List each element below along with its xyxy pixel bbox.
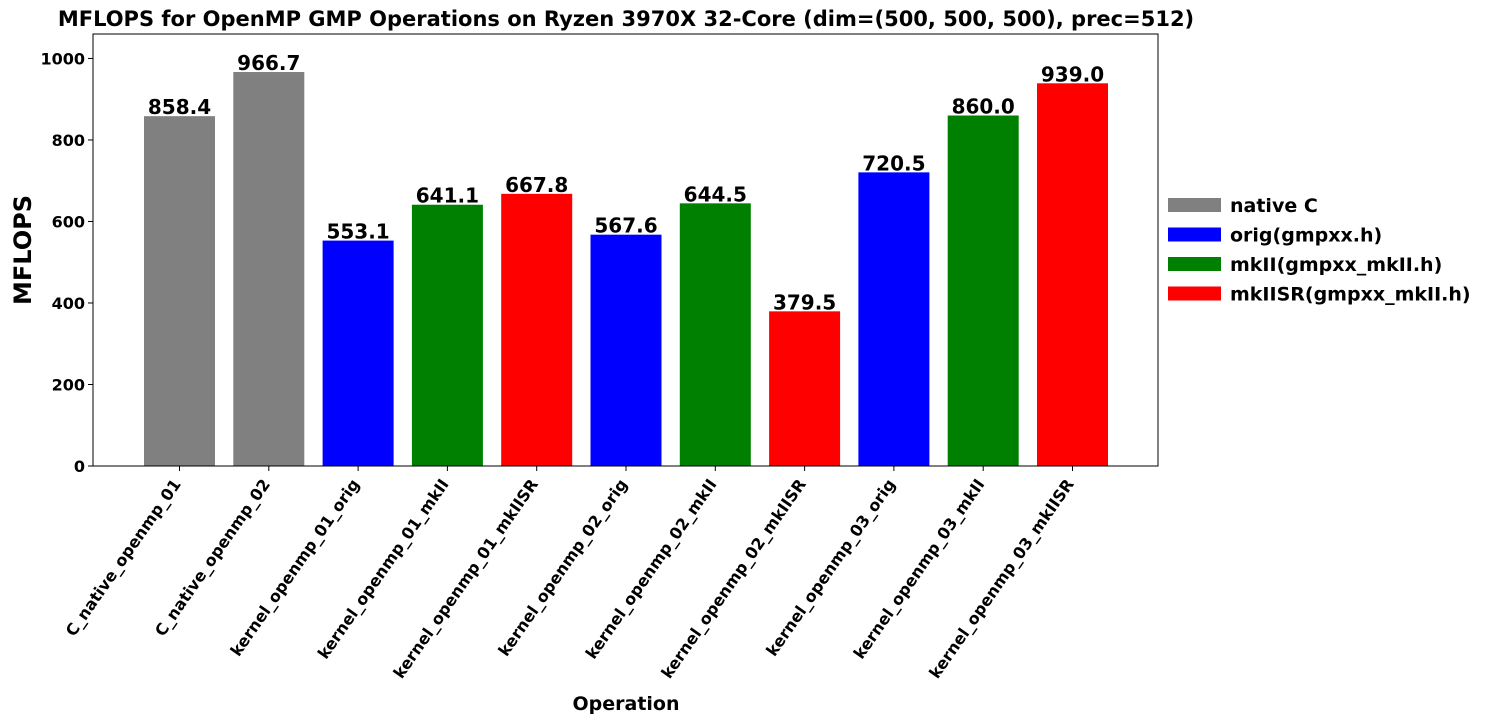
x-tick-label: kernel_openmp_03_mkIISR xyxy=(925,475,1078,682)
data-label: 567.6 xyxy=(594,214,657,238)
bar xyxy=(679,203,751,466)
y-tick-label: 200 xyxy=(52,375,85,394)
y-axis: 0 200 400 600 800 1000 xyxy=(40,49,93,476)
legend-swatch xyxy=(1168,286,1221,301)
bar xyxy=(590,234,662,466)
x-tick-label: kernel_openmp_01_mkIISR xyxy=(389,475,542,682)
x-tick-label: kernel_openmp_02_mkIISR xyxy=(657,475,810,682)
legend-entry: orig(gmpxx.h) xyxy=(1230,225,1382,247)
x-axis: C_native_openmp_01C_native_openmp_02kern… xyxy=(62,466,1078,682)
y-tick-label: 0 xyxy=(74,457,85,476)
bar xyxy=(144,116,215,467)
y-tick-label: 400 xyxy=(52,294,85,313)
data-label: 939.0 xyxy=(1041,62,1104,86)
bar xyxy=(947,115,1019,467)
x-axis-label: Operation xyxy=(572,693,679,715)
y-tick-label: 800 xyxy=(52,131,85,150)
data-label: 858.4 xyxy=(148,95,211,119)
y-tick-label: 600 xyxy=(52,212,85,231)
bar xyxy=(501,193,573,466)
data-label: 720.5 xyxy=(862,151,925,175)
legend-swatch xyxy=(1168,227,1221,242)
legend-entry: mkII(gmpxx_mkII.h) xyxy=(1230,254,1442,276)
chart-title: MFLOPS for OpenMP GMP Operations on Ryze… xyxy=(58,7,1194,31)
data-label: 966.7 xyxy=(237,51,300,75)
bar xyxy=(322,240,394,466)
y-axis-label: MFLOPS xyxy=(9,195,37,305)
legend-swatch xyxy=(1168,198,1221,212)
bar xyxy=(1037,83,1108,467)
bar xyxy=(233,72,305,466)
bars-layer: 858.4 966.7 553.1 641.1 667.8 567.6 644.5 379.5… xyxy=(144,51,1108,467)
bar xyxy=(411,204,483,467)
legend-swatch xyxy=(1168,257,1221,271)
bar xyxy=(858,172,930,467)
data-label: 553.1 xyxy=(326,220,389,244)
data-label: 860.0 xyxy=(952,95,1015,119)
y-tick-label: 1000 xyxy=(40,49,85,68)
data-label: 641.1 xyxy=(416,184,479,208)
data-label: 644.5 xyxy=(684,182,747,206)
data-label: 667.8 xyxy=(505,173,568,197)
legend-entry: native C xyxy=(1230,195,1318,217)
bar xyxy=(769,311,841,466)
legend: native C orig(gmpxx.h) mkII(gmpxx_mkII.h)m… xyxy=(1168,195,1471,306)
legend-entry: mkIISR(gmpxx_mkII.h) xyxy=(1230,284,1471,306)
data-label: 379.5 xyxy=(773,290,836,314)
